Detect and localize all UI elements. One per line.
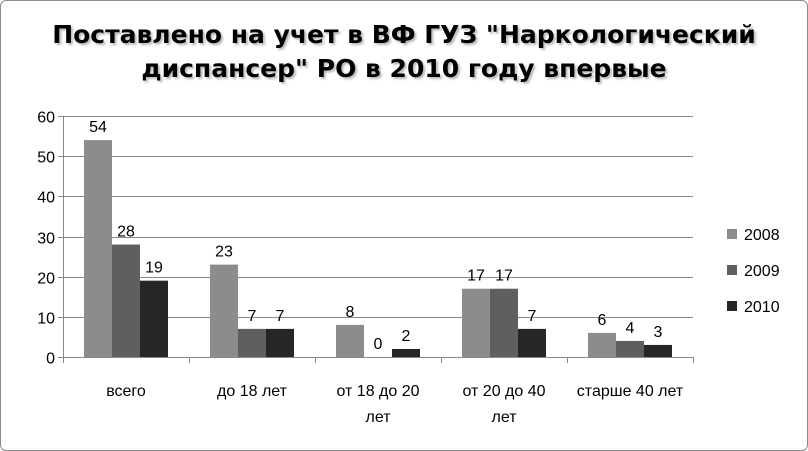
bar-2008 (588, 332, 616, 357)
legend-swatch-2010 (727, 301, 737, 311)
data-label: 8 (346, 304, 355, 321)
legend-swatch-2008 (727, 229, 737, 239)
bar-2008 (336, 324, 364, 357)
category-label: лет (365, 409, 391, 426)
category-label: лет (491, 409, 517, 426)
bar-2010 (140, 280, 168, 357)
category-label: от 20 до 40 (462, 383, 545, 400)
data-label: 2 (402, 328, 411, 345)
bar-2009 (616, 340, 644, 357)
data-label: 54 (89, 119, 107, 136)
data-label: 23 (215, 244, 233, 261)
category-label: от 18 до 20 (336, 383, 419, 400)
legend-label: 2008 (744, 227, 780, 244)
bar-2009 (490, 288, 518, 357)
y-tick-label: 0 (46, 351, 55, 368)
category-label: до 18 лет (217, 383, 288, 400)
legend-label: 2010 (744, 299, 780, 316)
data-label: 7 (248, 308, 257, 325)
bar-2008 (210, 264, 238, 357)
chart-title: Поставлено на учет в ВФ ГУЗ "Наркологиче… (0, 18, 808, 86)
data-label: 19 (145, 260, 163, 277)
y-tick-label: 20 (37, 271, 55, 288)
data-label: 17 (495, 268, 513, 285)
bar-2010 (518, 328, 546, 357)
y-tick-label: 30 (37, 231, 55, 248)
category-label: всего (106, 383, 146, 400)
data-label: 17 (467, 268, 485, 285)
data-label: 7 (528, 308, 537, 325)
bar-2010 (266, 328, 294, 357)
data-label: 28 (117, 224, 135, 241)
y-tick-label: 40 (37, 190, 55, 207)
chart-title-line-2: диспансер" РО в 2010 году впервые (141, 54, 667, 83)
chart-title-line-1: Поставлено на учет в ВФ ГУЗ "Наркологиче… (52, 20, 756, 49)
y-tick-label: 50 (37, 150, 55, 167)
y-tick-label: 60 (37, 110, 55, 127)
data-label: 7 (276, 308, 285, 325)
data-label: 0 (374, 336, 383, 353)
bar-2009 (238, 328, 266, 357)
legend-swatch-2009 (727, 265, 737, 275)
bar-2008 (462, 288, 490, 357)
bar-2008 (84, 140, 112, 357)
data-label: 4 (626, 320, 635, 337)
bar-2010 (644, 344, 672, 357)
legend-label: 2009 (744, 263, 780, 280)
data-label: 3 (654, 324, 663, 341)
data-label: 6 (598, 312, 607, 329)
category-label: старше 40 лет (577, 383, 684, 400)
bar-2009 (112, 244, 140, 357)
y-tick-label: 10 (37, 311, 55, 328)
bar-2010 (392, 348, 420, 357)
